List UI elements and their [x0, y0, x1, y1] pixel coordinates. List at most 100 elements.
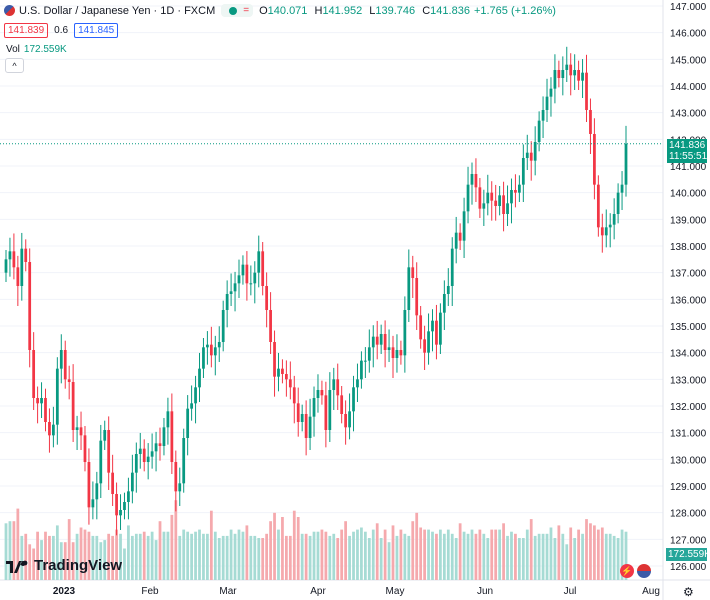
volume-bar: [545, 533, 549, 580]
volume-bar: [407, 535, 411, 580]
tradingview-logo[interactable]: TradingView: [6, 557, 122, 574]
gear-icon[interactable]: ⚙: [683, 585, 694, 599]
volume-bar: [577, 529, 580, 580]
candle-body: [170, 411, 174, 462]
volume-bar: [138, 533, 142, 580]
volume-bar: [375, 523, 379, 580]
y-tick-label: 146.000: [670, 29, 707, 40]
volume-bar: [237, 529, 241, 580]
candle-body: [517, 184, 521, 193]
volume-bar: [115, 529, 118, 580]
ohlc-high-label: H: [314, 4, 323, 17]
go-to-buttons: ⚡: [620, 564, 654, 578]
volume-bar: [525, 529, 529, 580]
candle-body: [111, 472, 115, 494]
volume-bar: [213, 531, 217, 580]
volume-bar: [600, 527, 604, 580]
candle-body: [427, 331, 430, 353]
candle-body: [24, 248, 28, 262]
candle-body: [4, 259, 8, 273]
volume-bar: [91, 535, 95, 580]
candle-body: [498, 195, 502, 206]
candle-body: [71, 382, 75, 430]
candle-body: [292, 387, 296, 404]
volume-bar: [257, 538, 261, 580]
candle-body: [446, 286, 450, 294]
currency-flag-icon: [4, 5, 15, 16]
candle-body: [367, 347, 371, 361]
volume-bar: [620, 529, 624, 580]
candle-body: [213, 347, 217, 356]
y-tick-label: 136.000: [670, 295, 707, 306]
candle-body: [502, 195, 505, 214]
candle-body: [565, 64, 569, 70]
candle-body: [158, 443, 162, 446]
volume-bar: [130, 535, 134, 580]
volume-bar: [241, 531, 245, 580]
candle-body: [470, 174, 474, 185]
candle-body: [379, 334, 383, 345]
volume-bar: [119, 533, 122, 580]
candle-body: [320, 390, 324, 396]
volume-bar: [79, 527, 83, 580]
event-flag-icon[interactable]: [637, 564, 651, 578]
volume-bar: [308, 535, 312, 580]
symbol-title[interactable]: U.S. Dollar / Japanese Yen · 1D · FXCM: [19, 4, 216, 17]
candle-body: [458, 232, 462, 241]
volume-bar: [75, 533, 79, 580]
candle-body: [391, 347, 395, 358]
volume-bar: [494, 529, 498, 580]
candle-body: [281, 368, 284, 374]
volume-bar: [541, 533, 545, 580]
volume-bar: [83, 529, 87, 580]
volume-bar: [363, 531, 367, 580]
volume-bar: [16, 508, 20, 580]
volume-bar: [561, 533, 565, 580]
candle-body: [442, 294, 446, 313]
volume-bar: [367, 538, 371, 580]
bar-countdown: 11:55:51: [669, 151, 708, 162]
volume-bar: [482, 533, 486, 580]
buy-button[interactable]: 141.845: [74, 23, 119, 38]
candle-body: [245, 264, 249, 284]
volume-bar: [253, 535, 257, 580]
volume-bar: [217, 538, 221, 580]
volume-legend[interactable]: Vol 172.559K: [6, 44, 67, 55]
market-status[interactable]: =: [221, 4, 254, 17]
candle-body: [506, 203, 509, 214]
candle-body: [486, 192, 490, 204]
candle-body: [395, 350, 399, 358]
volume-bar: [265, 533, 269, 580]
volume-bar: [565, 544, 569, 580]
lightning-icon[interactable]: ⚡: [620, 564, 634, 578]
volume-bar: [415, 512, 419, 580]
sell-button[interactable]: 141.839: [4, 23, 49, 38]
volume-bar: [304, 533, 308, 580]
candle-body: [150, 451, 154, 457]
volume-bar: [285, 535, 288, 580]
candle-body: [277, 368, 280, 377]
y-tick-label: 147.000: [670, 2, 707, 13]
volume-bar: [514, 533, 517, 580]
volume-bar: [581, 533, 584, 580]
y-tick-label: 133.000: [670, 375, 707, 386]
collapse-legend-button[interactable]: ^: [5, 58, 24, 73]
candle-body: [439, 312, 442, 345]
volume-bar: [103, 540, 107, 580]
volume-bar: [498, 529, 502, 580]
candle-body: [48, 422, 51, 436]
volume-bar: [273, 512, 276, 580]
candle-body: [28, 262, 32, 350]
volume-bar: [194, 531, 197, 580]
y-tick-label: 132.000: [670, 402, 707, 413]
volume-bar: [517, 538, 521, 580]
y-tick-label: 144.000: [670, 82, 707, 93]
volume-bar: [233, 533, 237, 580]
volume-bar: [142, 531, 146, 580]
y-tick-label: 137.000: [670, 269, 707, 280]
candle-body: [525, 152, 529, 158]
candle-body: [308, 416, 312, 438]
volume-bar: [470, 529, 474, 580]
